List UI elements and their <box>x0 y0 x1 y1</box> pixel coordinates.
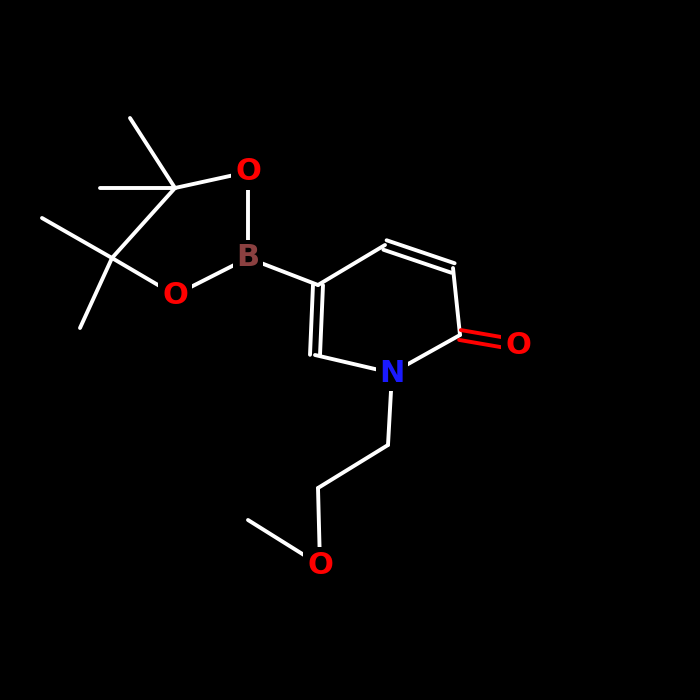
Text: O: O <box>235 158 261 186</box>
Text: O: O <box>162 281 188 309</box>
Text: O: O <box>505 330 531 360</box>
Text: N: N <box>379 358 405 388</box>
Text: O: O <box>307 550 333 580</box>
Text: B: B <box>237 244 260 272</box>
